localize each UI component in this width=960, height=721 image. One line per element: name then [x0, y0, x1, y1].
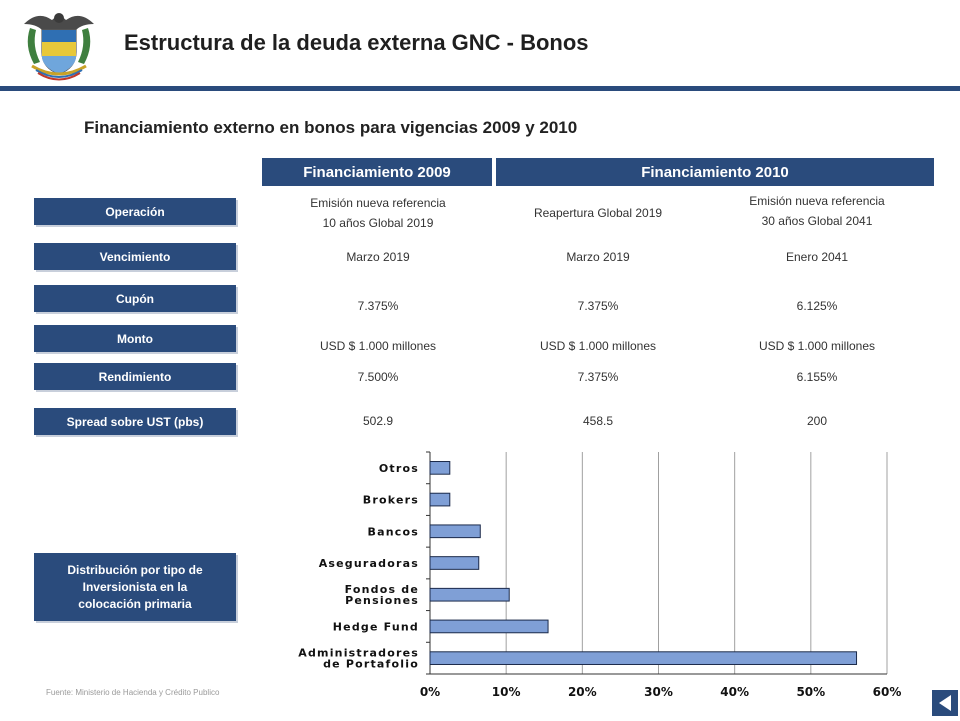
arrow-left-icon — [939, 695, 951, 711]
category-label: Administradores — [298, 647, 419, 660]
category-label: Otros — [379, 462, 419, 475]
source-note: Fuente: Ministerio de Hacienda y Crédito… — [46, 688, 220, 697]
cell-rendimiento-2009: 7.500% — [357, 370, 399, 384]
colombia-crest-logo — [24, 13, 94, 81]
cell-operacion-2010b: Emisión nueva referencia 30 años Global … — [700, 191, 934, 231]
cell-cupon-2010a: 7.375% — [577, 299, 619, 313]
category-label: de Portafolio — [323, 658, 419, 671]
bar — [429, 651, 858, 665]
bar — [429, 587, 510, 602]
x-tick-label: 20% — [568, 685, 597, 699]
x-tick-label: 60% — [873, 685, 902, 699]
header-financiamiento-2009: Financiamiento 2009 — [262, 158, 492, 186]
cell-spread-2010b: 200 — [806, 414, 828, 428]
distribution-label-line3: colocación primaria — [78, 596, 192, 611]
cell-rendimiento-2010a: 7.375% — [577, 370, 619, 384]
row-label-cupon: Cupón — [34, 285, 236, 312]
row-label-spread: Spread sobre UST (pbs) — [34, 408, 236, 435]
x-tick-label: 40% — [720, 685, 749, 699]
cell-vencimiento-2010a: Marzo 2019 — [566, 250, 630, 264]
cell-vencimiento-2009: Marzo 2019 — [346, 250, 410, 264]
bar — [429, 492, 451, 507]
row-label-vencimiento: Vencimiento — [34, 243, 236, 270]
cell-operacion-2009-line2: 10 años Global 2019 — [322, 216, 434, 230]
page-title: Estructura de la deuda externa GNC - Bon… — [124, 30, 589, 55]
bar — [429, 524, 481, 539]
distribution-label: Distribución por tipo de Inversionista e… — [34, 553, 236, 621]
investor-distribution-chart: Otros Brokers Bancos Aseguradoras Fondos deP… — [298, 451, 902, 699]
cell-operacion-2009-line1: Emisión nueva referencia — [310, 196, 446, 210]
cell-spread-2009: 502.9 — [362, 414, 394, 428]
row-label-operacion: Operación — [34, 198, 236, 225]
row-label-rendimiento: Rendimiento — [34, 363, 236, 390]
category-label: Fondos de — [345, 583, 419, 596]
cell-rendimiento-2010b: 6.155% — [796, 370, 838, 384]
x-tick-label: 50% — [796, 685, 825, 699]
bar — [429, 556, 480, 570]
cell-monto-2010a: USD $ 1.000 millones — [539, 339, 657, 353]
header-financiamiento-2010: Financiamiento 2010 — [496, 158, 934, 186]
cell-operacion-2010b-line1: Emisión nueva referencia — [749, 194, 885, 208]
cell-operacion-2010b-line2: 30 años Global 2041 — [761, 214, 873, 228]
cell-vencimiento-2010b: Enero 2041 — [785, 250, 849, 264]
row-label-monto: Monto — [34, 325, 236, 352]
cell-cupon-2009: 7.375% — [357, 299, 399, 313]
bar — [429, 461, 451, 475]
cell-operacion-2009: Emisión nueva referencia 10 años Global … — [264, 193, 492, 233]
distribution-label-line2: Inversionista en la — [82, 579, 188, 594]
category-label: Pensiones — [345, 594, 419, 607]
category-label: Brokers — [363, 494, 419, 507]
header-divider — [0, 86, 960, 91]
category-label: Bancos — [368, 525, 419, 538]
category-label: Aseguradoras — [319, 557, 419, 570]
next-slide-button[interactable] — [932, 690, 958, 716]
bar — [429, 619, 549, 634]
x-tick-label: 30% — [644, 685, 673, 699]
x-tick-label: 0% — [420, 685, 440, 699]
x-tick-label: 10% — [492, 685, 521, 699]
cell-spread-2010a: 458.5 — [582, 414, 614, 428]
section-subtitle: Financiamiento externo en bonos para vig… — [84, 118, 578, 137]
distribution-label-line1: Distribución por tipo de — [67, 562, 203, 577]
cell-monto-2009: USD $ 1.000 millones — [319, 339, 437, 353]
category-label: Hedge Fund — [333, 620, 419, 633]
cell-monto-2010b: USD $ 1.000 millones — [758, 339, 876, 353]
cell-operacion-2010a: Reapertura Global 2019 — [533, 206, 663, 220]
cell-cupon-2010b: 6.125% — [796, 299, 838, 313]
